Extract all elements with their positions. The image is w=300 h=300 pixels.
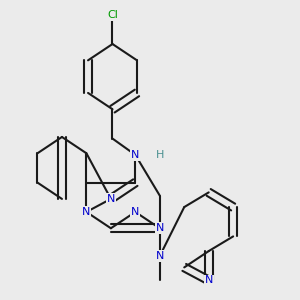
Text: N: N [156, 223, 164, 233]
Text: Cl: Cl [107, 10, 118, 20]
Text: N: N [131, 150, 140, 160]
Text: N: N [205, 275, 213, 285]
Text: H: H [156, 150, 164, 160]
Text: N: N [82, 207, 91, 217]
Text: N: N [156, 251, 164, 261]
Text: N: N [107, 194, 115, 204]
Text: N: N [131, 207, 140, 217]
